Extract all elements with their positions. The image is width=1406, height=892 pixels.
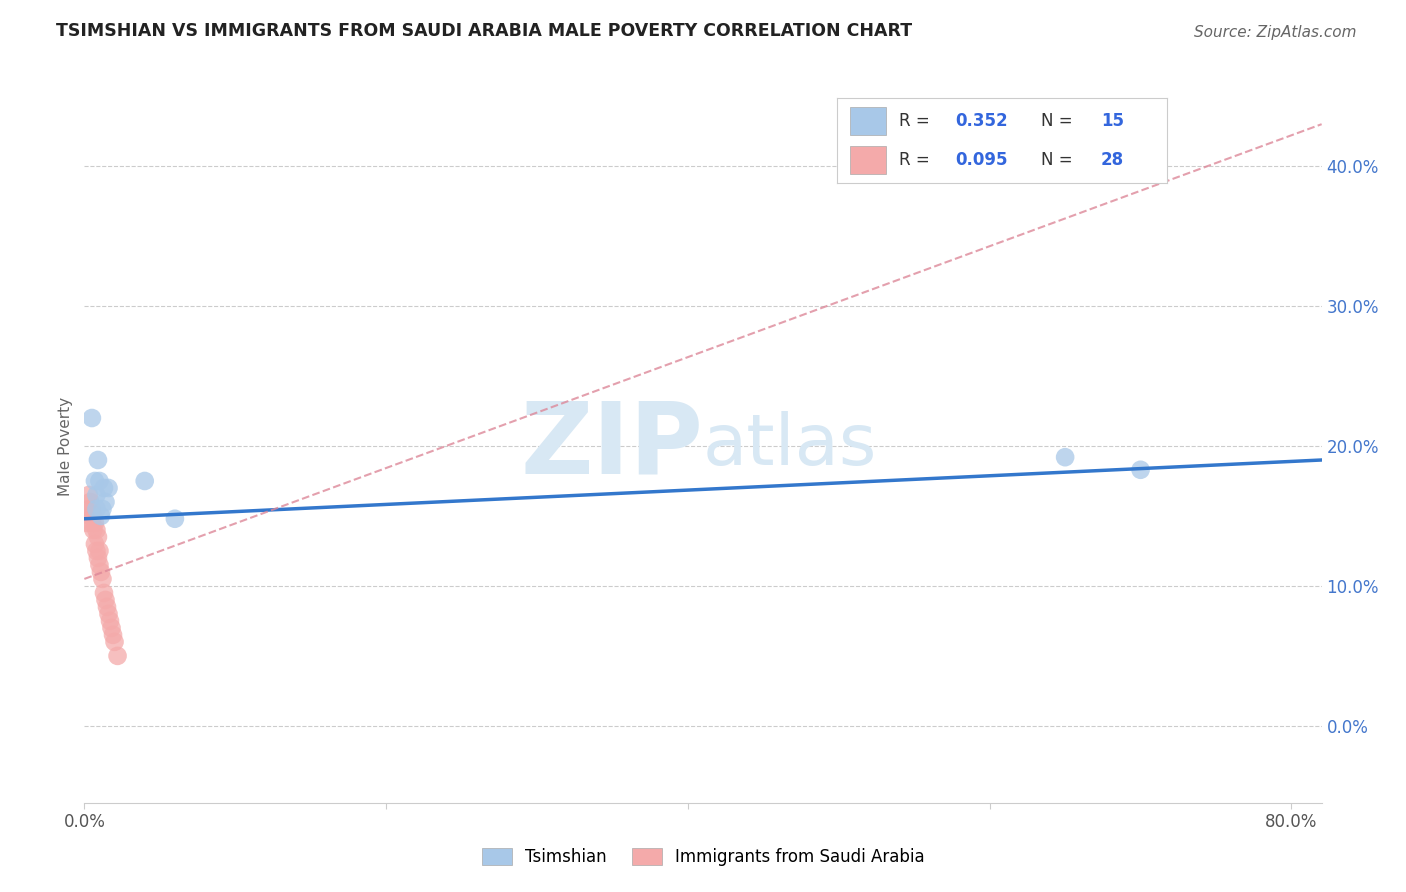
Text: N =: N = bbox=[1042, 152, 1078, 169]
Point bbox=[87, 550, 110, 565]
Point bbox=[1054, 450, 1077, 465]
Point bbox=[84, 516, 107, 530]
Text: atlas: atlas bbox=[703, 411, 877, 481]
Point bbox=[86, 544, 108, 558]
Point bbox=[86, 502, 108, 516]
Point bbox=[80, 502, 103, 516]
Text: N =: N = bbox=[1042, 112, 1078, 129]
Text: 0.095: 0.095 bbox=[956, 152, 1008, 169]
Point bbox=[89, 474, 111, 488]
Point bbox=[87, 453, 110, 467]
Point bbox=[94, 593, 117, 607]
Point bbox=[107, 648, 129, 663]
Text: 15: 15 bbox=[1101, 112, 1123, 129]
Point bbox=[84, 474, 107, 488]
Point bbox=[101, 628, 124, 642]
Point bbox=[77, 488, 100, 502]
Text: R =: R = bbox=[900, 152, 935, 169]
Point bbox=[89, 558, 111, 572]
Point bbox=[98, 614, 121, 628]
Point bbox=[87, 530, 110, 544]
Point bbox=[93, 586, 115, 600]
Point bbox=[103, 635, 125, 649]
Point bbox=[97, 607, 120, 621]
Point bbox=[91, 502, 114, 516]
Text: 28: 28 bbox=[1101, 152, 1123, 169]
Point bbox=[91, 572, 114, 586]
Point bbox=[100, 621, 122, 635]
Point bbox=[134, 474, 156, 488]
Text: R =: R = bbox=[900, 112, 935, 129]
FancyBboxPatch shape bbox=[849, 146, 886, 175]
Point bbox=[80, 411, 103, 425]
Point bbox=[96, 599, 118, 614]
Text: TSIMSHIAN VS IMMIGRANTS FROM SAUDI ARABIA MALE POVERTY CORRELATION CHART: TSIMSHIAN VS IMMIGRANTS FROM SAUDI ARABI… bbox=[56, 22, 912, 40]
Point bbox=[86, 523, 108, 537]
Point bbox=[1129, 463, 1152, 477]
Point bbox=[79, 495, 101, 509]
Point bbox=[163, 512, 186, 526]
Point bbox=[80, 516, 103, 530]
Text: 0.352: 0.352 bbox=[956, 112, 1008, 129]
Point bbox=[79, 508, 101, 523]
Text: ZIP: ZIP bbox=[520, 398, 703, 494]
Point bbox=[82, 508, 104, 523]
Y-axis label: Male Poverty: Male Poverty bbox=[58, 396, 73, 496]
Point bbox=[82, 523, 104, 537]
Point bbox=[90, 565, 112, 579]
Legend: Tsimshian, Immigrants from Saudi Arabia: Tsimshian, Immigrants from Saudi Arabia bbox=[475, 841, 931, 873]
Point bbox=[86, 488, 108, 502]
Point bbox=[97, 481, 120, 495]
Point bbox=[84, 537, 107, 551]
Text: Source: ZipAtlas.com: Source: ZipAtlas.com bbox=[1194, 25, 1357, 40]
Point bbox=[90, 508, 112, 523]
Point bbox=[93, 481, 115, 495]
Point bbox=[89, 544, 111, 558]
FancyBboxPatch shape bbox=[849, 107, 886, 135]
Point bbox=[77, 502, 100, 516]
Point bbox=[76, 516, 98, 530]
Point bbox=[94, 495, 117, 509]
